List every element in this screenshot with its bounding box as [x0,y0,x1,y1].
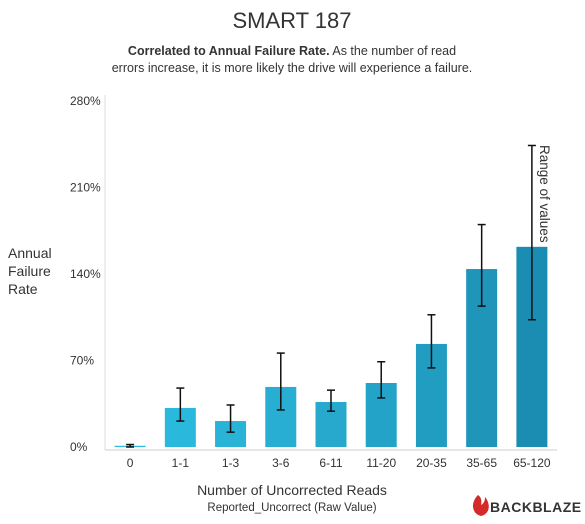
x-tick-label: 65-120 [513,456,551,470]
x-axis-sublabel: Reported_Uncorrect (Raw Value) [207,502,376,514]
x-tick-label: 0 [127,456,134,470]
x-tick-label: 35-65 [466,456,497,470]
y-tick-label: 0% [70,440,88,454]
subtitle-lead: Correlated to Annual Failure Rate. [128,44,330,58]
y-axis-label: Rate [8,281,38,297]
x-axis-label: Number of Uncorrected Reads [197,482,387,498]
chart-title: SMART 187 [232,8,351,33]
subtitle-line: errors increase, it is more likely the d… [112,61,473,75]
annotation: Range of values [537,145,552,243]
y-tick-label: 280% [70,94,101,108]
y-axis-label: Failure [8,263,51,279]
x-tick-label: 3-6 [272,456,290,470]
y-tick-label: 70% [70,354,94,368]
logo-text: BACKBLAZE [490,499,582,515]
y-tick-label: 140% [70,267,101,281]
y-axis-label: Annual [8,245,52,261]
x-tick-label: 1-3 [222,456,240,470]
x-tick-label: 6-11 [319,456,342,470]
x-tick-label: 11-20 [366,456,396,470]
x-tick-label: 20-35 [416,456,447,470]
y-tick-label: 210% [70,181,101,195]
chart-subtitle: Correlated to Annual Failure Rate. As th… [128,44,456,58]
logo: BACKBLAZE [472,495,582,516]
logo-icon [472,495,489,516]
subtitle-line: As the number of read [332,44,456,58]
x-tick-label: 1-1 [172,456,190,470]
